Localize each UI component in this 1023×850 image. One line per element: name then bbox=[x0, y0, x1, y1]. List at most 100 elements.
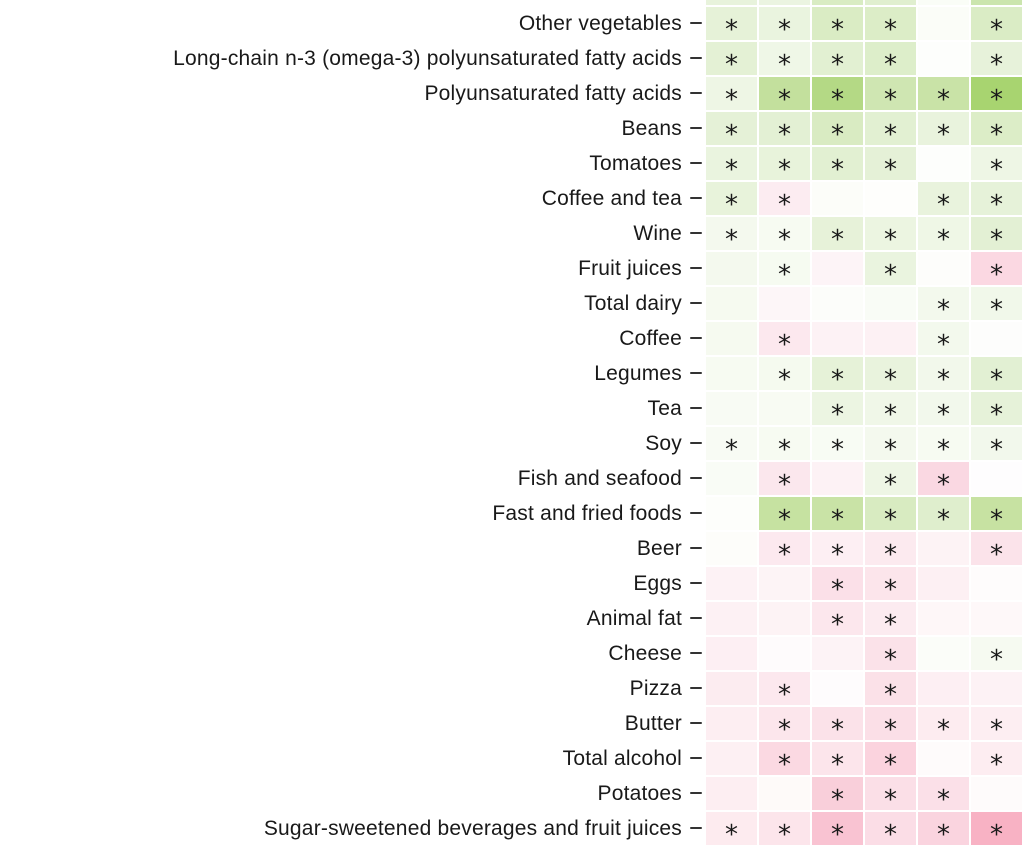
heatmap-cell: * bbox=[971, 42, 1022, 80]
heatmap-cell: * bbox=[706, 77, 757, 113]
heatmap-cell: * bbox=[918, 812, 969, 850]
significance-star: * bbox=[831, 14, 844, 45]
y-axis-tick bbox=[690, 92, 702, 95]
heatmap-row: Eggs * * bbox=[0, 567, 1023, 603]
heatmap-row-cells: * * * * * * bbox=[706, 427, 1022, 465]
significance-star: * bbox=[990, 294, 1003, 325]
heatmap-cell: * bbox=[706, 427, 757, 463]
y-axis-tick bbox=[690, 792, 702, 795]
significance-star: * bbox=[937, 819, 950, 850]
significance-star: * bbox=[990, 119, 1003, 150]
heatmap-row: Total dairy * * bbox=[0, 287, 1023, 325]
y-axis-tick bbox=[690, 582, 702, 585]
significance-star: * bbox=[990, 434, 1003, 465]
heatmap-cell bbox=[918, 567, 969, 600]
y-axis-tick bbox=[690, 197, 702, 200]
heatmap-row-cells: * * * * bbox=[706, 742, 1022, 780]
heatmap-cell: * bbox=[971, 637, 1022, 673]
row-label: Soy bbox=[645, 432, 682, 455]
heatmap-cell: * bbox=[759, 322, 810, 360]
row-label: Sugar-sweetened beverages and fruit juic… bbox=[263, 817, 682, 840]
heatmap-row: Cheese * * bbox=[0, 637, 1023, 673]
heatmap-cell: * bbox=[971, 112, 1022, 150]
significance-star: * bbox=[884, 539, 897, 570]
row-label: Total dairy bbox=[584, 292, 682, 315]
significance-star: * bbox=[725, 119, 738, 150]
row-label: Pizza bbox=[629, 677, 682, 700]
significance-star: * bbox=[778, 14, 791, 45]
row-label: Beer bbox=[636, 537, 682, 560]
heatmap-row-cells: * * * * bbox=[706, 532, 1022, 570]
significance-star: * bbox=[831, 154, 844, 185]
heatmap-cell bbox=[759, 567, 810, 600]
heatmap-cell bbox=[812, 637, 863, 670]
significance-star: * bbox=[778, 329, 791, 360]
significance-star: * bbox=[990, 259, 1003, 290]
heatmap-cell: * bbox=[759, 147, 810, 183]
significance-star: * bbox=[884, 469, 897, 500]
heatmap-cell bbox=[918, 637, 969, 670]
significance-star: * bbox=[884, 784, 897, 815]
heatmap-row-cells: * * * * * bbox=[706, 357, 1022, 395]
heatmap-cell: * bbox=[918, 287, 969, 323]
heatmap-cell bbox=[706, 462, 757, 495]
significance-star: * bbox=[937, 434, 950, 465]
y-axis-tick bbox=[690, 57, 702, 60]
heatmap-cell: * bbox=[971, 392, 1022, 428]
significance-star: * bbox=[937, 504, 950, 535]
y-axis-tick bbox=[690, 372, 702, 375]
heatmap-cell: * bbox=[918, 777, 969, 813]
heatmap-cell: * bbox=[759, 532, 810, 568]
heatmap-cell bbox=[706, 0, 757, 5]
significance-star: * bbox=[778, 84, 791, 115]
heatmap-row-cells: * * * * * bbox=[706, 147, 1022, 185]
significance-star: * bbox=[831, 539, 844, 570]
heatmap-row: Total alcohol * * * * bbox=[0, 742, 1023, 780]
heatmap-row: Fruit juices * * * bbox=[0, 252, 1023, 290]
heatmap-cell bbox=[812, 0, 863, 5]
significance-star: * bbox=[990, 539, 1003, 570]
heatmap-row-cells bbox=[706, 0, 1022, 5]
heatmap-cell: * bbox=[706, 217, 757, 253]
heatmap-cell bbox=[918, 742, 969, 775]
row-label: Fruit juices bbox=[578, 257, 682, 280]
significance-star: * bbox=[831, 399, 844, 430]
y-axis-tick bbox=[690, 512, 702, 515]
heatmap-cell bbox=[865, 0, 916, 5]
row-label: Fish and seafood bbox=[517, 467, 682, 490]
significance-star: * bbox=[884, 154, 897, 185]
significance-star: * bbox=[990, 49, 1003, 80]
heatmap-cell bbox=[971, 602, 1022, 635]
significance-star: * bbox=[725, 154, 738, 185]
heatmap-cell: * bbox=[865, 637, 916, 673]
row-label: Cheese bbox=[608, 642, 682, 665]
heatmap-row-cells: * * * * bbox=[706, 392, 1022, 430]
heatmap-cell bbox=[759, 637, 810, 670]
y-axis-tick bbox=[690, 827, 702, 830]
heatmap-row: Pizza * * bbox=[0, 672, 1023, 708]
heatmap-row: Coffee * * bbox=[0, 322, 1023, 360]
significance-star: * bbox=[937, 399, 950, 430]
y-axis-tick bbox=[690, 22, 702, 25]
significance-star: * bbox=[831, 819, 844, 850]
significance-star: * bbox=[831, 749, 844, 780]
heatmap-row-cells: * * bbox=[706, 602, 1022, 638]
heatmap-row: Wine * * * * * * bbox=[0, 217, 1023, 253]
heatmap-row-cells: * * * bbox=[706, 777, 1022, 815]
heatmap-cell: * bbox=[971, 497, 1022, 533]
row-label: Tea bbox=[647, 397, 682, 420]
significance-star: * bbox=[937, 364, 950, 395]
heatmap-row: Fish and seafood * * * bbox=[0, 462, 1023, 500]
significance-star: * bbox=[778, 749, 791, 780]
heatmap-cell: * bbox=[865, 777, 916, 815]
row-label: Eggs bbox=[633, 572, 682, 595]
y-axis-tick bbox=[690, 652, 702, 655]
heatmap-cell: * bbox=[812, 42, 863, 78]
y-axis-tick bbox=[690, 687, 702, 690]
heatmap-row: Tea * * * * bbox=[0, 392, 1023, 430]
heatmap-cell bbox=[706, 392, 757, 425]
significance-star: * bbox=[884, 364, 897, 395]
significance-star: * bbox=[778, 49, 791, 80]
heatmap-row-cells: * * * * * bbox=[706, 497, 1022, 535]
significance-star: * bbox=[937, 469, 950, 500]
